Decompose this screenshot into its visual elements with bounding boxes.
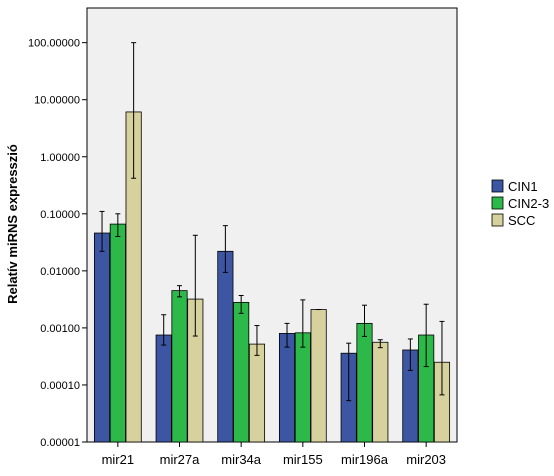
bar-cin2-3-mir34a bbox=[233, 301, 250, 443]
error-bars-layer bbox=[99, 42, 445, 402]
x-category-label: mir34a bbox=[221, 452, 262, 467]
error-bar bbox=[192, 234, 198, 337]
legend-label: SCC bbox=[508, 213, 535, 228]
y-tick-label: 10.00000 bbox=[34, 95, 80, 107]
legend-swatch-scc bbox=[491, 213, 504, 227]
y-tick-label: 0.00100 bbox=[40, 323, 80, 335]
y-tick-label: 0.10000 bbox=[40, 209, 80, 221]
error-bar bbox=[423, 303, 429, 368]
error-bar bbox=[177, 285, 182, 298]
legend-swatch-cin2-3 bbox=[491, 196, 504, 210]
error-bar bbox=[284, 322, 290, 348]
error-bar bbox=[161, 314, 167, 346]
x-category-label: mir21 bbox=[102, 452, 135, 467]
error-bar bbox=[99, 210, 105, 252]
error-bar bbox=[377, 339, 383, 349]
y-tick-label: 0.00010 bbox=[40, 380, 80, 392]
y-tick-label: 0.00001 bbox=[40, 437, 80, 449]
x-axis: mir21 mir27a mir34a mir155 mir196a mir203 bbox=[102, 442, 446, 467]
legend-label: CIN2-3 bbox=[508, 196, 549, 211]
bar-cin1-mir21 bbox=[93, 232, 111, 443]
y-tick-label: 100.00000 bbox=[28, 38, 80, 50]
x-category-label: mir203 bbox=[406, 452, 446, 467]
bar-scc-mir196a bbox=[372, 341, 389, 443]
error-bar bbox=[300, 299, 306, 348]
y-tick-label: 1.00000 bbox=[40, 152, 80, 164]
bars-layer bbox=[93, 111, 451, 443]
bar-scc-mir155 bbox=[310, 309, 327, 443]
error-bar bbox=[238, 294, 244, 314]
bar-cin2-3-mir27a bbox=[171, 290, 188, 443]
error-bar bbox=[439, 320, 445, 396]
bar-cin2-3-mir196a bbox=[356, 322, 373, 443]
error-bar bbox=[407, 338, 413, 371]
x-category-label: mir196a bbox=[341, 452, 389, 467]
bar-scc-mir34a bbox=[248, 343, 266, 443]
legend: CIN1 CIN2-3 SCC bbox=[491, 179, 549, 228]
y-tick-label: 0.01000 bbox=[40, 266, 80, 278]
bar-cin2-3-mir21 bbox=[109, 223, 126, 443]
y-axis: 0.00001 0.00010 0.00100 0.01000 0.10000 1.000… bbox=[28, 38, 87, 449]
plot-background bbox=[86, 7, 458, 443]
error-bar bbox=[362, 304, 367, 337]
x-category-label: mir155 bbox=[283, 452, 323, 467]
bar-cin2-3-mir155 bbox=[294, 332, 311, 443]
legend-label: CIN1 bbox=[508, 179, 538, 194]
error-bar bbox=[346, 342, 352, 402]
bar-cin1-mir155 bbox=[278, 333, 296, 443]
y-axis-title: Relatív miRNS expresszió bbox=[5, 144, 20, 304]
error-bar bbox=[254, 325, 260, 356]
error-bar bbox=[115, 213, 121, 238]
legend-swatch-cin1 bbox=[491, 179, 504, 193]
x-category-label: mir27a bbox=[160, 452, 201, 467]
error-bar bbox=[222, 225, 228, 273]
bar-cin1-mir34a bbox=[217, 250, 234, 443]
error-bar bbox=[131, 42, 137, 179]
bar-cin1-mir27a bbox=[155, 334, 172, 443]
